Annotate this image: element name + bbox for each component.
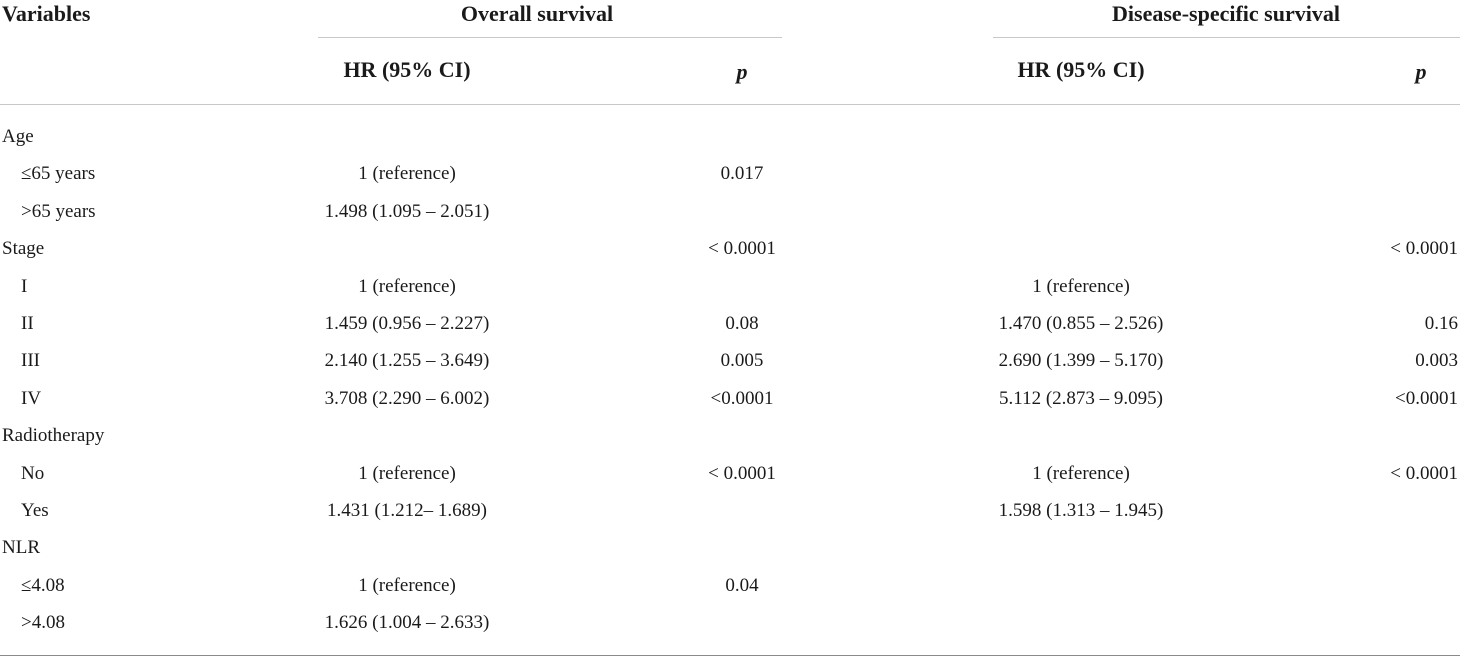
ds-p-cell: < 0.0001	[1390, 463, 1458, 484]
os-hr-cell: 1 (reference)	[358, 463, 456, 484]
overall-survival-rule	[318, 37, 782, 38]
ds-hr-cell: 1 (reference)	[1032, 463, 1130, 484]
disease-specific-survival-rule	[993, 37, 1460, 38]
row-label: III	[21, 350, 40, 371]
row-label: Yes	[21, 500, 49, 521]
ds-hr-cell: 1 (reference)	[1032, 276, 1130, 297]
os-p-cell: <0.0001	[710, 388, 774, 409]
row-label: I	[21, 276, 28, 297]
os-p-cell: < 0.0001	[708, 238, 776, 259]
os-hr-cell: 2.140 (1.255 – 3.649)	[324, 350, 490, 371]
ds-hr-cell: 1.470 (0.855 – 2.526)	[998, 313, 1164, 334]
header-os-hr: HR (95% CI)	[343, 57, 471, 82]
row-label: No	[21, 463, 45, 484]
os-hr-cell: 1 (reference)	[358, 276, 456, 297]
row-label: >65 years	[21, 201, 96, 222]
ds-p-cell: 0.16	[1424, 313, 1458, 334]
os-p-cell: 0.04	[725, 575, 759, 596]
os-hr-cell: 1 (reference)	[358, 163, 456, 184]
header-os-p: p	[736, 59, 748, 84]
os-hr-cell: 1.459 (0.956 – 2.227)	[324, 313, 490, 334]
ds-hr-cell: 1.598 (1.313 – 1.945)	[998, 500, 1164, 521]
row-label: >4.08	[21, 612, 65, 633]
ds-p-cell: < 0.0001	[1390, 238, 1458, 259]
ds-hr-cell: 2.690 (1.399 – 5.170)	[998, 350, 1164, 371]
header-ds-hr: HR (95% CI)	[1017, 57, 1145, 82]
row-group-label: NLR	[2, 537, 40, 558]
os-p-cell: 0.08	[725, 313, 759, 334]
row-group-label: Radiotherapy	[2, 425, 105, 446]
row-label: IV	[21, 388, 42, 409]
row-label: ≤4.08	[21, 575, 65, 596]
header-variables: Variables	[2, 1, 91, 26]
row-label: ≤65 years	[21, 163, 96, 184]
header-rule	[0, 104, 1460, 105]
os-hr-cell: 1.431 (1.212– 1.689)	[327, 500, 487, 521]
os-hr-cell: 1 (reference)	[358, 575, 456, 596]
table-bottom-rule	[0, 655, 1460, 656]
os-p-cell: 0.017	[720, 163, 764, 184]
os-hr-cell: 1.498 (1.095 – 2.051)	[324, 201, 490, 222]
header-overall-survival: Overall survival	[460, 1, 614, 26]
row-group-label: Stage	[2, 238, 45, 259]
os-p-cell: < 0.0001	[708, 463, 776, 484]
header-disease-specific-survival: Disease-specific survival	[1112, 1, 1340, 26]
ds-hr-cell: 5.112 (2.873 – 9.095)	[999, 388, 1163, 409]
row-group-label: Age	[2, 126, 34, 147]
header-ds-p: p	[1415, 59, 1427, 84]
os-hr-cell: 1.626 (1.004 – 2.633)	[324, 612, 490, 633]
ds-p-cell: 0.003	[1415, 350, 1458, 371]
ds-p-cell: <0.0001	[1395, 388, 1458, 409]
os-hr-cell: 3.708 (2.290 – 6.002)	[324, 388, 490, 409]
os-p-cell: 0.005	[720, 350, 764, 371]
row-label: II	[21, 313, 34, 334]
